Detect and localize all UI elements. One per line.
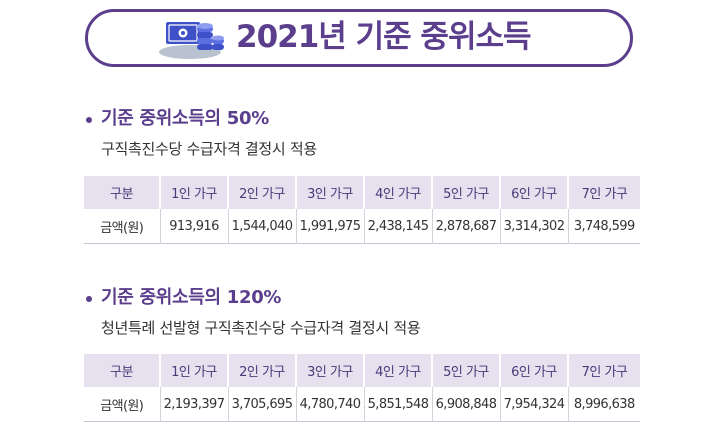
- header-cell: 1인 가구: [160, 176, 229, 209]
- bullet-icon: [86, 117, 92, 123]
- amount-cell: 7,954,324: [500, 387, 569, 422]
- header-cell: 6인 가구: [500, 354, 569, 387]
- amount-cell: 1,544,040: [228, 209, 297, 244]
- header-cell: 1인 가구: [160, 354, 229, 387]
- amount-cell: 2,878,687: [432, 209, 501, 244]
- section-title: 기준 중위소득의 50%: [101, 108, 269, 129]
- section-subtitle: 구직촉진수당 수급자격 결정시 적용: [101, 140, 317, 158]
- amount-cell: 6,908,848: [432, 387, 501, 422]
- income-table-120: 구분 1인 가구 2인 가구 3인 가구 4인 가구 5인 가구 6인 가구 7…: [84, 354, 640, 422]
- header-cell: 4인 가구: [364, 354, 433, 387]
- header-cell: 3인 가구: [296, 176, 365, 209]
- header-cell: 구분: [84, 176, 161, 209]
- section-subtitle: 청년특례 선발형 구직촉진수당 수급자격 결정시 적용: [101, 319, 421, 337]
- amount-cell: 3,314,302: [500, 209, 569, 244]
- table-row: 금액(원) 2,193,397 3,705,695 4,780,740 5,85…: [84, 387, 640, 422]
- header-cell: 2인 가구: [228, 176, 297, 209]
- money-coins-icon: [159, 22, 224, 59]
- header-cell: 7인 가구: [568, 354, 640, 387]
- header-cell: 5인 가구: [432, 354, 501, 387]
- amount-cell: 2,438,145: [364, 209, 433, 244]
- header-cell: 6인 가구: [500, 176, 569, 209]
- table-header-row: 구분 1인 가구 2인 가구 3인 가구 4인 가구 5인 가구 6인 가구 7…: [84, 176, 640, 209]
- page-title: 2021년 기준 중위소득: [236, 19, 532, 55]
- header-cell: 구분: [84, 354, 161, 387]
- amount-cell: 913,916: [160, 209, 229, 244]
- amount-cell: 5,851,548: [364, 387, 433, 422]
- amount-cell: 4,780,740: [296, 387, 365, 422]
- header-cell: 7인 가구: [568, 176, 640, 209]
- amount-cell: 8,996,638: [573, 396, 635, 412]
- amount-cell: 3,705,695: [228, 387, 297, 422]
- table-header-row: 구분 1인 가구 2인 가구 3인 가구 4인 가구 5인 가구 6인 가구 7…: [84, 354, 640, 387]
- header-cell: 2인 가구: [228, 354, 297, 387]
- amount-cell: 3,748,599: [573, 218, 635, 234]
- header-cell: 5인 가구: [432, 176, 501, 209]
- table-row: 금액(원) 913,916 1,544,040 1,991,975 2,438,…: [84, 209, 640, 244]
- bullet-icon: [86, 296, 92, 302]
- header-cell: 3인 가구: [296, 354, 365, 387]
- income-table-50: 구분 1인 가구 2인 가구 3인 가구 4인 가구 5인 가구 6인 가구 7…: [84, 176, 640, 244]
- section-title: 기준 중위소득의 120%: [101, 287, 282, 308]
- row-label: 금액(원): [84, 387, 161, 422]
- row-label: 금액(원): [84, 209, 161, 244]
- header-cell: 4인 가구: [364, 176, 433, 209]
- amount-cell: 1,991,975: [296, 209, 365, 244]
- amount-cell: 2,193,397: [160, 387, 229, 422]
